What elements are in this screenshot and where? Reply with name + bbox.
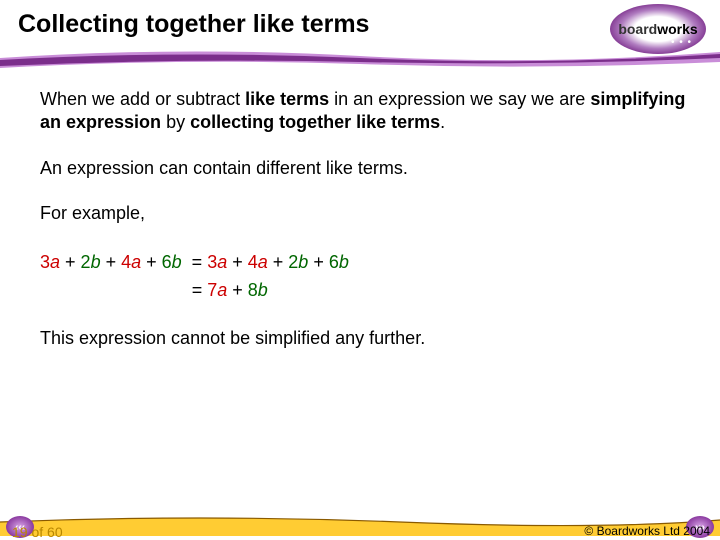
paragraph-for-example: For example, xyxy=(40,202,690,225)
page-number: 19 of 60 xyxy=(12,524,63,540)
logo-suffix: works xyxy=(657,21,697,37)
logo-text: boardworks xyxy=(618,21,697,37)
header: Collecting together like terms boardwork… xyxy=(0,0,720,72)
equation-block: 3a + 2b + 4a + 6b = 3a + 4a + 2b + 6b 3a… xyxy=(40,248,690,306)
equation-line-1: 3a + 2b + 4a + 6b = 3a + 4a + 2b + 6b xyxy=(40,248,690,277)
page-title: Collecting together like terms xyxy=(18,10,369,39)
content-area: When we add or subtract like terms in an… xyxy=(40,88,690,373)
paragraph-intro: When we add or subtract like terms in an… xyxy=(40,88,690,135)
paragraph-different-terms: An expression can contain different like… xyxy=(40,157,690,180)
copyright-text: © Boardworks Ltd 2004 xyxy=(584,524,710,538)
header-swoosh-icon xyxy=(0,46,720,72)
logo-prefix: board xyxy=(618,21,657,37)
equation-line-2: 3a + 2b + 4a + 6b = 7a + 8b xyxy=(40,276,690,305)
paragraph-conclusion: This expression cannot be simplified any… xyxy=(40,327,690,350)
